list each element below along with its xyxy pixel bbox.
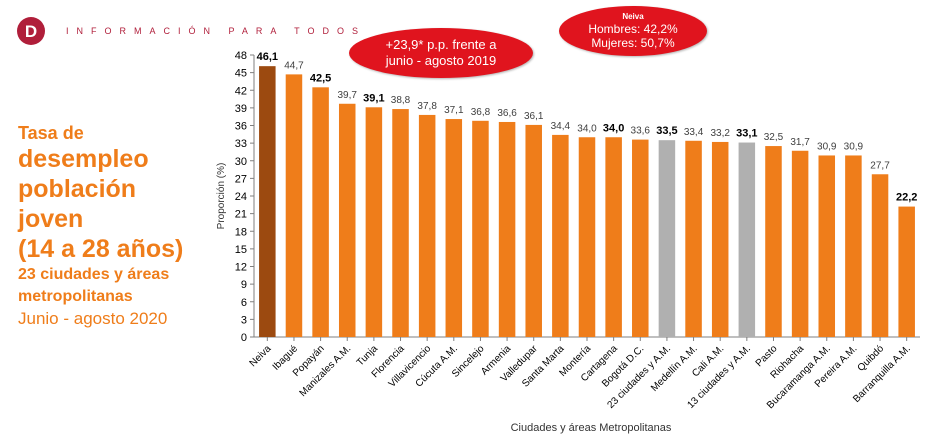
y-tick-label: 6 xyxy=(241,297,247,309)
data-label-4: 39,1 xyxy=(363,92,384,104)
data-label-15: 33,5 xyxy=(656,125,677,137)
side-title-line8: Junio - agosto 2020 xyxy=(18,309,168,328)
bar-24 xyxy=(898,206,915,337)
y-tick-label: 15 xyxy=(235,244,247,256)
bar-11 xyxy=(552,134,569,337)
data-label-24: 22,2 xyxy=(896,192,917,204)
data-label-8: 36,8 xyxy=(471,107,491,118)
data-label-10: 36,1 xyxy=(524,111,544,122)
neiva-gender-callout: Neiva Hombres: 42,2% Mujeres: 50,7% xyxy=(559,6,707,56)
bar-4 xyxy=(365,107,383,337)
data-label-19: 32,5 xyxy=(764,132,784,143)
bar-6 xyxy=(418,114,436,337)
data-label-1: 44,7 xyxy=(284,60,304,71)
dane-logo: D xyxy=(17,17,45,45)
logo-letter: D xyxy=(25,22,37,41)
data-label-14: 33,6 xyxy=(631,126,651,137)
side-title-line3: población xyxy=(18,175,137,203)
y-tick-label: 18 xyxy=(235,226,247,238)
bar-9 xyxy=(498,121,516,337)
side-title-line5: (14 a 28 años) xyxy=(18,235,184,263)
data-label-21: 30,9 xyxy=(817,141,837,152)
side-title-line7: metropolitanas xyxy=(18,288,133,305)
data-label-23: 27,7 xyxy=(870,160,890,171)
bar-3 xyxy=(338,103,356,337)
data-label-18: 33,1 xyxy=(736,128,757,140)
data-label-22: 30,9 xyxy=(844,141,864,152)
bar-10 xyxy=(525,124,542,337)
data-label-3: 39,7 xyxy=(338,90,358,101)
data-label-16: 33,4 xyxy=(684,127,704,138)
change-callout-line2: junio - agosto 2019 xyxy=(385,53,497,68)
y-tick-label: 42 xyxy=(235,85,247,97)
data-label-17: 33,2 xyxy=(710,128,730,139)
data-label-6: 37,8 xyxy=(417,101,437,112)
side-title-line1: Tasa de xyxy=(18,123,84,143)
bar-7 xyxy=(445,119,463,337)
neiva-callout-men: Hombres: 42,2% xyxy=(588,22,678,36)
side-title-line2: desempleo xyxy=(18,145,149,173)
y-tick-label: 48 xyxy=(235,50,247,62)
bar-0 xyxy=(259,66,276,337)
bar-21 xyxy=(818,155,836,337)
data-label-7: 37,1 xyxy=(444,105,464,116)
y-tick-label: 39 xyxy=(235,103,247,115)
data-label-20: 31,7 xyxy=(790,137,810,148)
change-callout: +23,9* p.p. frente a junio - agosto 2019 xyxy=(349,28,533,78)
y-tick-label: 12 xyxy=(235,262,247,274)
data-label-12: 34,0 xyxy=(577,123,597,134)
y-tick-label: 24 xyxy=(235,191,247,203)
data-label-13: 34,0 xyxy=(603,122,624,134)
bar-14 xyxy=(632,139,649,337)
bar-12 xyxy=(578,137,596,337)
header-title: INFORMACIÓN PARA TODOS xyxy=(66,26,367,36)
y-tick-label: 27 xyxy=(235,173,247,185)
y-tick-label: 3 xyxy=(241,314,247,326)
bar-17 xyxy=(711,141,729,337)
side-title: Tasa de desempleo población joven (14 a … xyxy=(18,122,238,330)
y-tick-label: 30 xyxy=(235,156,247,168)
bar-5 xyxy=(392,109,409,337)
neiva-callout-title: Neiva xyxy=(622,12,644,21)
y-tick-label: 36 xyxy=(235,121,247,133)
x-axis-label: Ciudades y áreas Metropolitanas xyxy=(511,422,672,434)
bar-20 xyxy=(791,150,809,337)
data-label-2: 42,5 xyxy=(310,72,331,84)
y-tick-label: 45 xyxy=(235,68,247,80)
data-label-9: 36,6 xyxy=(497,108,517,119)
bar-2 xyxy=(312,87,329,337)
y-tick-label: 0 xyxy=(241,332,247,344)
data-label-11: 34,4 xyxy=(551,121,571,132)
bar-19 xyxy=(765,146,782,337)
bar-8 xyxy=(472,120,489,337)
bar-15 xyxy=(658,140,676,337)
bar-22 xyxy=(845,155,862,337)
data-label-5: 38,8 xyxy=(391,95,411,106)
side-title-line6: 23 ciudades y áreas xyxy=(18,266,170,283)
data-label-0: 46,1 xyxy=(257,51,278,63)
y-axis-label: Proporción (%) xyxy=(216,163,227,230)
bar-16 xyxy=(685,140,702,337)
y-tick-label: 21 xyxy=(235,209,247,221)
bar-23 xyxy=(871,174,889,337)
y-tick-label: 9 xyxy=(241,279,247,291)
bar-1 xyxy=(285,74,303,337)
change-callout-line1: +23,9* p.p. frente a xyxy=(385,37,497,52)
y-tick-label: 33 xyxy=(235,138,247,150)
neiva-callout-women: Mujeres: 50,7% xyxy=(591,36,675,50)
side-title-line4: joven xyxy=(18,205,84,233)
bar-13 xyxy=(605,137,622,337)
bar-18 xyxy=(738,142,756,337)
